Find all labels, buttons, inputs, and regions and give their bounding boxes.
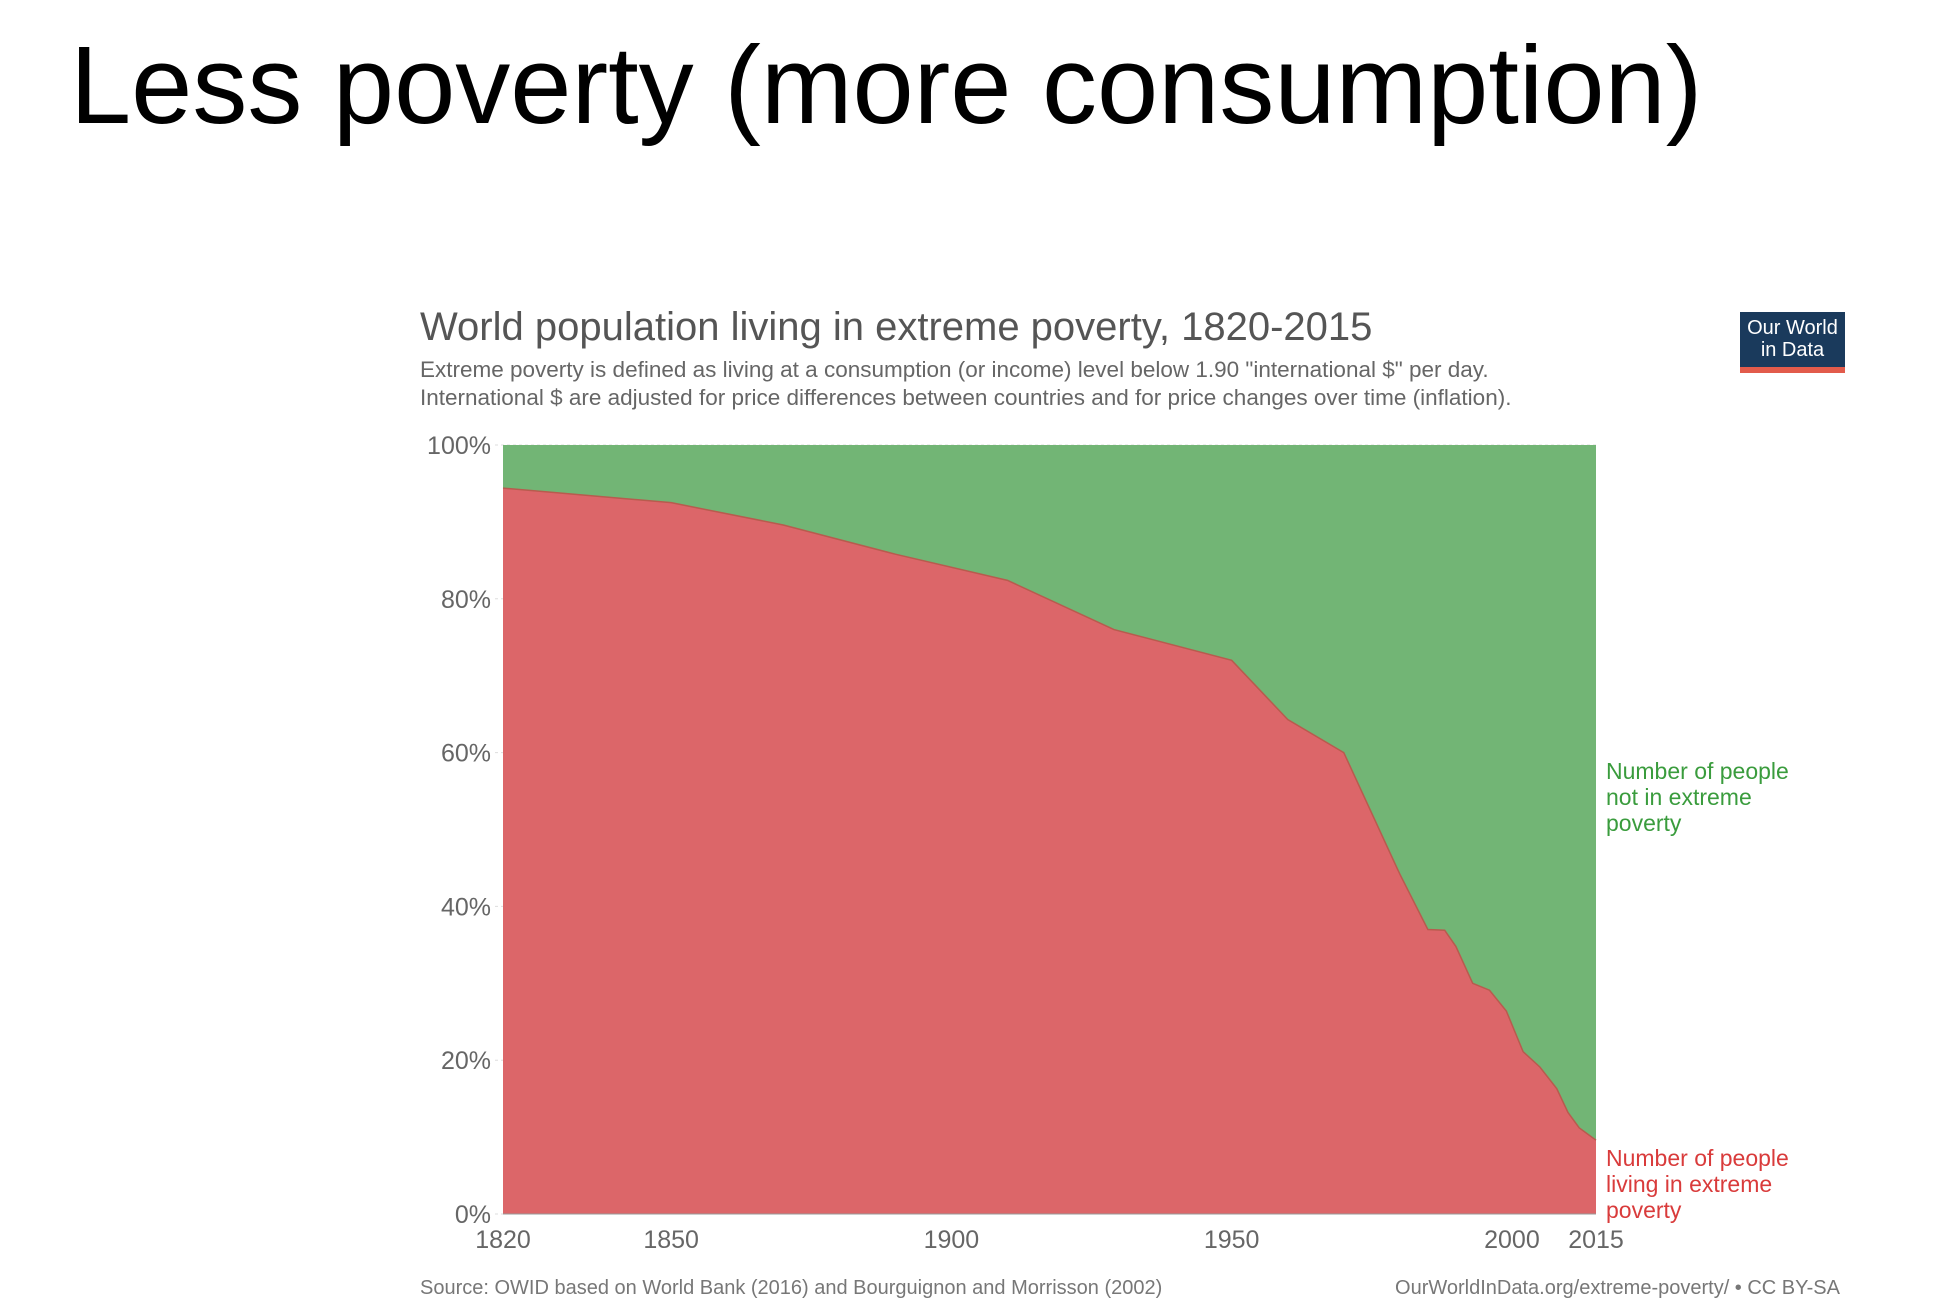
series-label-in-poverty: Number of people living in extreme poverty [1606,1145,1789,1223]
chart-license-link[interactable]: OurWorldInData.org/extreme-poverty/ • CC… [1395,1277,1840,1299]
y-tick-label: 20% [441,1047,491,1075]
x-tick-label: 2000 [1484,1226,1540,1254]
y-tick-label: 40% [441,893,491,921]
series-labels: Number of people not in extreme poverty Num… [1606,758,1789,1223]
axes: 0% 20% 40% 60% 80% 100% 1820 1850 1900 1950 2000 20… [427,432,1624,1254]
logo-line-1: Our World [1747,317,1838,339]
our-world-in-data-logo[interactable]: Our World in Data [1740,312,1845,373]
x-tick-label: 1950 [1204,1226,1260,1254]
y-tick-label: 100% [427,432,491,460]
x-tick-label: 2015 [1568,1226,1624,1254]
slide-title: Less poverty (more consumption) [70,24,1703,147]
area-in-poverty [503,488,1596,1215]
chart-source: Source: OWID based on World Bank (2016) … [420,1277,1163,1299]
series-label-not-in-poverty: Number of people not in extreme poverty [1606,758,1789,836]
area-not-in-poverty [503,445,1596,1141]
y-tick-label: 60% [441,740,491,768]
y-tick-label: 0% [455,1201,491,1229]
area-series [502,445,1597,1215]
chart-title: World population living in extreme pover… [420,305,1373,349]
series-boundary-line [502,487,1597,1141]
chart-subtitle-line-1: Extreme poverty is defined as living at … [420,357,1489,382]
x-tick-label: 1900 [924,1226,980,1254]
logo-line-2: in Data [1760,339,1825,361]
x-tick-label: 1850 [643,1226,699,1254]
x-tick-label: 1820 [475,1226,531,1254]
y-tick-label: 80% [441,586,491,614]
chart-subtitle-line-2: International $ are adjusted for price d… [420,385,1512,410]
